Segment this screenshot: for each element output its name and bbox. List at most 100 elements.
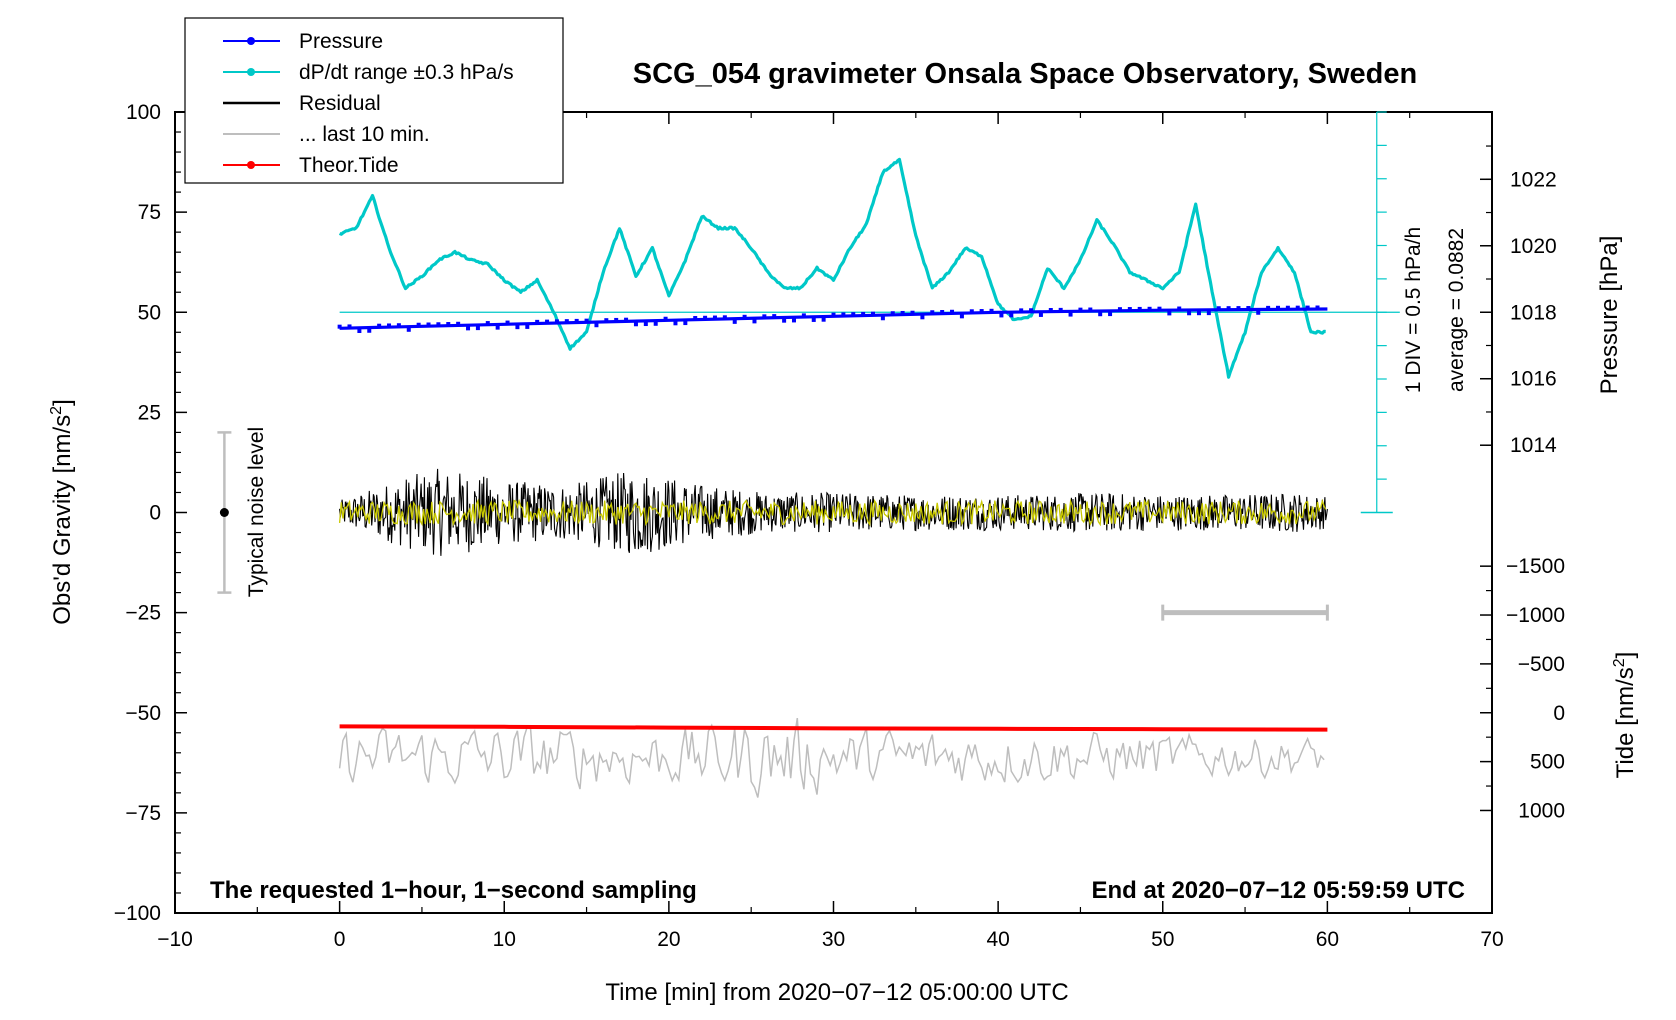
legend-marker xyxy=(247,161,255,169)
pressure-point xyxy=(624,317,629,322)
pressure-tick-label: 1018 xyxy=(1510,301,1557,324)
pressure-point xyxy=(396,323,401,328)
pressure-point xyxy=(446,322,451,327)
left-y-tick-label: 0 xyxy=(149,502,161,525)
pressure-point xyxy=(959,314,964,319)
footer-right-text: End at 2020−07−12 05:59:59 UTC xyxy=(1091,877,1465,904)
tide-tick-label: −500 xyxy=(1518,653,1565,676)
dpdt-scale-div-label: 1 DIV = 0.5 hPa/h xyxy=(1402,227,1425,393)
pressure-point xyxy=(525,324,530,329)
pressure-point xyxy=(426,322,431,327)
pressure-point xyxy=(900,310,905,315)
legend: Pressure dP/dt range ±0.3 hPa/s Residual..… xyxy=(184,17,564,184)
x-tick-label: 60 xyxy=(1316,928,1339,951)
pressure-point xyxy=(1009,313,1014,318)
axes-layer: −10 0 10 20 30 40 50 60 70−100−75−50−25025507510… xyxy=(114,101,1565,951)
pressure-point xyxy=(495,325,500,330)
pressure-point xyxy=(673,321,678,326)
pressure-point xyxy=(1246,306,1251,311)
pressure-point xyxy=(791,318,796,323)
pressure-point xyxy=(1137,306,1142,311)
tide-axis-title: Tide [nm/s2] xyxy=(1611,652,1639,779)
pressure-point xyxy=(594,323,599,328)
pressure-point xyxy=(1019,308,1024,313)
left-y-tick-label: −25 xyxy=(125,602,161,625)
x-tick-label: −10 xyxy=(157,928,193,951)
pressure-point xyxy=(1157,306,1162,311)
chart-title: SCG_054 gravimeter Onsala Space Observat… xyxy=(633,58,1417,90)
pressure-point xyxy=(742,314,747,319)
tide-axis-title-end: ] xyxy=(1612,652,1639,659)
pressure-point xyxy=(614,317,619,322)
pressure-point xyxy=(1117,307,1122,312)
pressure-point xyxy=(1038,312,1043,317)
last-10-min-line xyxy=(338,717,1325,798)
pressure-point xyxy=(1048,308,1053,313)
pressure-point xyxy=(347,324,352,329)
left-y-tick-label: −75 xyxy=(125,802,161,825)
pressure-point xyxy=(1187,311,1192,316)
pressure-point xyxy=(604,318,609,323)
dpdt-line xyxy=(338,157,1326,379)
pressure-point xyxy=(416,322,421,327)
pressure-point xyxy=(683,321,688,326)
pressure-point xyxy=(979,309,984,314)
pressure-point xyxy=(1196,311,1201,316)
pressure-tick-label: 1020 xyxy=(1510,235,1557,258)
pressure-point xyxy=(1285,305,1290,310)
pressure-point xyxy=(1295,305,1300,310)
left-y-tick-label: 50 xyxy=(138,301,161,324)
pressure-point xyxy=(920,315,925,320)
pressure-point xyxy=(1029,308,1034,313)
pressure-point xyxy=(811,317,816,322)
pressure-tick-label: 1014 xyxy=(1510,434,1557,457)
x-tick-label: 50 xyxy=(1151,928,1174,951)
left-axis-title-main: Obs'd Gravity [nm/s xyxy=(49,415,76,625)
pressure-point xyxy=(1147,306,1152,311)
pressure-point xyxy=(1098,312,1103,317)
pressure-point xyxy=(1256,310,1261,315)
pressure-point xyxy=(782,318,787,323)
left-axis-title-end: ] xyxy=(49,399,76,406)
pressure-point xyxy=(1068,312,1073,317)
pressure-point xyxy=(1226,306,1231,311)
legend-label: ... last 10 min. xyxy=(299,123,430,146)
pressure-point xyxy=(851,312,856,317)
pressure-point xyxy=(515,325,520,330)
pressure-point xyxy=(554,319,559,324)
legend-label: dP/dt range ±0.3 hPa/s xyxy=(299,61,514,84)
pressure-point xyxy=(466,326,471,331)
noise-bar-center xyxy=(219,508,229,517)
left-y-tick-label: −50 xyxy=(125,702,161,725)
pressure-tick-label: 1022 xyxy=(1510,168,1557,191)
pressure-point xyxy=(456,321,461,326)
pressure-point xyxy=(910,310,915,315)
pressure-point xyxy=(505,320,510,325)
x-tick-label: 0 xyxy=(334,928,346,951)
pressure-point xyxy=(772,314,777,319)
pressure-point xyxy=(950,309,955,314)
left-y-tick-label: −100 xyxy=(114,902,161,925)
filtered-residual-line xyxy=(338,498,1327,527)
pressure-point xyxy=(633,322,638,327)
pressure-point xyxy=(712,315,717,320)
pressure-point xyxy=(880,316,885,321)
noise-level-label: Typical noise level xyxy=(245,427,268,597)
pressure-point xyxy=(999,313,1004,318)
legend-marker xyxy=(247,37,255,45)
pressure-point xyxy=(337,324,342,329)
pressure-point xyxy=(1236,306,1241,311)
pressure-point xyxy=(841,312,846,317)
tide-axis-title-sup: 2 xyxy=(1611,658,1628,667)
legend-label: Theor.Tide xyxy=(299,154,399,177)
dpdt-scale-avg-label: average = 0.0882 xyxy=(1445,228,1468,392)
x-tick-label: 40 xyxy=(986,928,1009,951)
pressure-point xyxy=(377,323,382,328)
pressure-point xyxy=(752,319,757,324)
pressure-point xyxy=(1315,305,1320,310)
pressure-point xyxy=(1216,306,1221,311)
left-y-tick-label: 100 xyxy=(126,101,161,124)
tide-tick-label: −1000 xyxy=(1506,604,1565,627)
pressure-point xyxy=(436,322,441,327)
